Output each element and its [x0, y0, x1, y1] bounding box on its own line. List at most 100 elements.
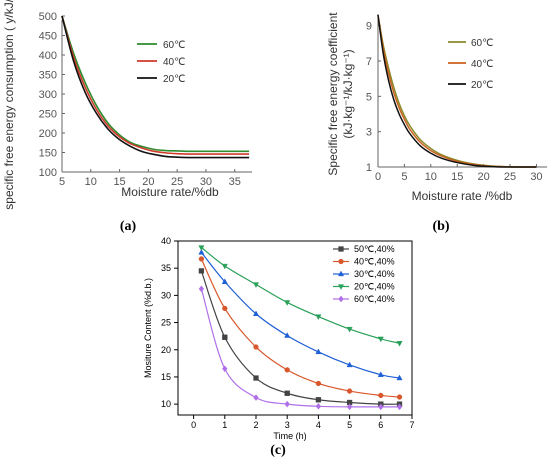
chart-a-legend-label: 60℃: [163, 40, 185, 51]
chart-c-ytick-label: 25: [161, 318, 171, 328]
chart-c-point-30-40: [198, 249, 205, 255]
chart-c-point-60-40: [284, 400, 290, 408]
chart-c-point-60-40: [253, 394, 259, 402]
chart-c-xtick-label: 7: [409, 420, 414, 430]
chart-a-ytick-label: 300: [39, 89, 57, 101]
chart-c-point-50-40: [284, 390, 290, 396]
chart-a-ytick-label: 450: [39, 31, 57, 43]
chart-a-ytick-label: 250: [39, 109, 57, 121]
chart-a-series-line-40: [61, 15, 250, 155]
chart-c-point-40-40: [253, 344, 259, 350]
chart-c-legend-marker-60-40: [338, 295, 344, 303]
chart-b-ytick-label: 1: [366, 162, 372, 174]
chart-c-ytick-label: 40: [161, 236, 171, 246]
chart-c-xtick-label: 2: [253, 420, 258, 430]
chart-b-xtick-label: 15: [451, 171, 463, 183]
chart-b-xlabel: Moisture rate /%db: [412, 189, 513, 203]
chart-c-legend-marker-20-40: [337, 284, 345, 290]
chart-c-legend-marker-40-40: [338, 258, 344, 265]
chart-b-xtick-label: 10: [425, 171, 437, 183]
chart-c-point-40-40: [222, 305, 228, 312]
chart-a-ytick-label: 100: [39, 167, 57, 179]
chart-b-ytick-label: 3: [366, 127, 372, 139]
chart-c-legend-label: 20℃,40%: [354, 282, 395, 292]
chart-b-ytick-label: 7: [366, 56, 372, 68]
chart-c-frame: [177, 240, 413, 416]
chart-c-point-30-40: [377, 371, 384, 377]
chart-c-point-30-40: [252, 310, 260, 317]
chart-c-ytick-label: 10: [161, 399, 171, 409]
chart-c-point-20-40: [198, 245, 205, 251]
chart-a-xtick-label: 10: [85, 176, 97, 188]
chart-b-series-line-40: [377, 14, 537, 168]
chart-c-ytick-label: 30: [161, 290, 171, 300]
chart-c-legend-label: 30℃,40%: [354, 269, 395, 279]
chart-c-point-20-40: [377, 336, 384, 343]
chart-c-point-20-40: [252, 282, 260, 288]
chart-c-legend-marker-30-40: [337, 270, 345, 277]
chart-b-xtick-label: 20: [478, 171, 490, 183]
chart-a-ytick-label: 400: [39, 50, 57, 62]
chart-b-ytick-label: 9: [366, 21, 372, 33]
chart-b-xtick-label: 5: [401, 171, 407, 183]
chart-c-xtick-label: 1: [222, 420, 227, 430]
chart-a-xtick-label: 35: [229, 176, 241, 188]
chart-c-point-50-40: [253, 375, 259, 381]
chart-c-point-60-40: [378, 403, 384, 411]
chart-b-xtick-label: 25: [504, 171, 516, 183]
chart-b: 1 3 5 7 9 0 5 10 15 20 25 30 60℃ 40℃ 20℃ Moisture ra…: [326, 12, 547, 234]
chart-c-point-20-40: [284, 300, 291, 306]
chart-a-caption: (a): [120, 219, 137, 234]
chart-c-legend-label: 50℃,40%: [354, 244, 395, 254]
chart-c-legend-label: 40℃,40%: [354, 257, 395, 267]
chart-c-point-20-40: [396, 341, 403, 347]
chart-c-point-30-40: [284, 332, 291, 338]
chart-a-ytick-label: 150: [39, 148, 57, 160]
chart-a-series-line-20: [61, 15, 250, 159]
chart-c-xtick-label: 0: [191, 420, 196, 430]
chart-c-point-30-40: [315, 348, 322, 355]
chart-c-point-40-40: [198, 256, 205, 262]
chart-c-legend-label: 60℃,40%: [354, 294, 395, 304]
chart-c-caption: (c): [270, 443, 286, 458]
chart-a-legend-label: 20℃: [163, 74, 185, 85]
chart-a-series-line-60: [61, 15, 250, 153]
chart-c-xlabel: Time (h): [273, 431, 306, 441]
chart-a-ytick-label: 200: [39, 128, 57, 140]
chart-c-point-20-40: [221, 263, 228, 270]
chart-c-point-40-40: [396, 394, 403, 400]
chart-a-legend-label: 40℃: [163, 57, 185, 68]
chart-a-ylabel: specific free energy consumption ( y/kJ/…: [2, 0, 16, 210]
chart-b-ylabel-unit: (kJ·kg⁻¹/kJ·kg⁻¹): [341, 49, 355, 138]
chart-a-xtick-label: 20: [142, 176, 154, 188]
chart-a-ytick-label: 500: [39, 11, 57, 23]
chart-c-point-60-40: [222, 365, 228, 373]
chart-b-xtick-label: 0: [375, 171, 381, 183]
chart-c-point-60-40: [315, 402, 322, 410]
chart-b-legend-label: 20℃: [471, 80, 493, 91]
chart-c-point-20-40: [346, 326, 353, 333]
chart-c-point-60-40: [198, 285, 205, 293]
chart-b-ylabel: Specific free energy coefficient: [326, 12, 340, 176]
chart-a-xtick-label: 15: [113, 176, 125, 188]
chart-b-ytick-label: 5: [366, 91, 372, 103]
chart-b-series-line-60: [377, 14, 537, 168]
chart-c-point-50-40: [222, 334, 228, 340]
chart-c-point-60-40: [346, 403, 353, 411]
chart-c-point-50-40: [198, 268, 205, 274]
chart-c-point-50-40: [315, 397, 322, 403]
chart-a-xlabel: Moisture rate/%db: [121, 185, 219, 199]
chart-c-xtick-label: 4: [316, 420, 321, 430]
chart-a-xtick-label: 5: [59, 176, 65, 188]
chart-c-point-40-40: [315, 380, 322, 387]
chart-b-legend-label: 60℃: [471, 38, 493, 49]
chart-c-ylabel: Mositure Content (%d.b.): [143, 278, 153, 378]
chart-c-ytick-label: 15: [161, 372, 171, 382]
chart-c-point-60-40: [396, 403, 403, 411]
chart-a: 100 150 200 250 300 350 400 450 500 5 10 15 20 25 30 3…: [2, 0, 252, 234]
chart-c-ytick-label: 20: [161, 345, 171, 355]
chart-b-xtick-label: 30: [530, 171, 542, 183]
chart-c-fit-line-40-40: [200, 258, 400, 398]
chart-c-point-30-40: [346, 361, 353, 368]
